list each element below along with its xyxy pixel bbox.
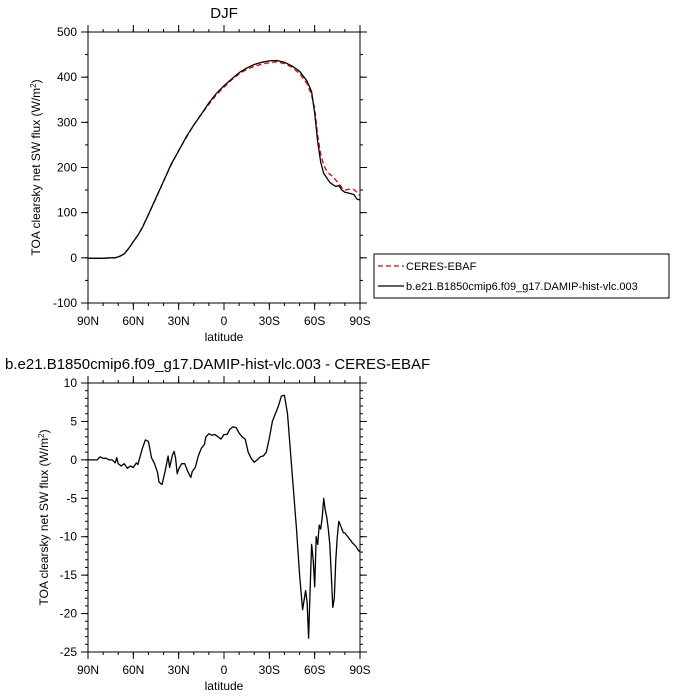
- x-tick-label: 90S: [349, 314, 370, 328]
- legend-entry: b.e21.B1850cmip6.f09_g17.DAMIP-hist-vlc.…: [406, 281, 638, 293]
- x-tick-label: 30N: [168, 314, 190, 328]
- x-tick-label: 90N: [77, 663, 99, 677]
- plot-frame: [87, 31, 361, 304]
- x-tick-label: 0: [221, 663, 228, 677]
- y-tick-label: 100: [57, 206, 77, 220]
- x-tick-label: 0: [221, 314, 228, 328]
- x-tick-label: 60S: [304, 314, 325, 328]
- x-axis-label: latitude: [205, 330, 244, 344]
- x-tick-label: 30N: [168, 663, 190, 677]
- x-tick-label: 30S: [259, 314, 280, 328]
- y-tick-label: 300: [57, 115, 77, 129]
- x-tick-label: 60N: [122, 314, 144, 328]
- y-tick-label: -20: [60, 607, 78, 621]
- series-line-2: [88, 59, 361, 259]
- y-tick-label: -15: [60, 568, 78, 582]
- y-tick-label: -5: [66, 491, 77, 505]
- plot-frame: [87, 382, 361, 653]
- x-tick-label: 30S: [259, 663, 280, 677]
- chart-djf: DJF 90N 60N 30N 0 30S 60S 90S -100 0 100 200 300 400 5…: [29, 5, 371, 344]
- x-tick-label: 60S: [304, 663, 325, 677]
- x-tick-label: 60N: [122, 663, 144, 677]
- x-axis-label: latitude: [205, 679, 244, 693]
- chart-legend: CERES-EBAF b.e21.B1850cmip6.f09_g17.DAMIP…: [373, 253, 670, 299]
- y-tick-label: 0: [70, 453, 77, 467]
- series-line-1: [88, 61, 361, 259]
- y-tick-label: 5: [70, 414, 77, 428]
- chart-difference: b.e21.B1850cmip6.f09_g17.DAMIP-hist-vlc.…: [5, 356, 430, 693]
- y-axis-label: TOA clearsky net SW flux (W/m2): [37, 429, 52, 605]
- y-tick-label: 10: [64, 376, 78, 390]
- series-line-1: [88, 394, 361, 639]
- chart-title: DJF: [210, 5, 238, 22]
- y-tick-label: 0: [70, 251, 77, 265]
- legend-box: [373, 253, 670, 299]
- y-tick-label: 500: [57, 25, 77, 39]
- y-tick-label: -100: [53, 296, 77, 310]
- x-tick-label: 90N: [77, 314, 99, 328]
- y-tick-label: -10: [60, 530, 78, 544]
- chart-title: b.e21.B1850cmip6.f09_g17.DAMIP-hist-vlc.…: [5, 356, 430, 373]
- legend-entry: CERES-EBAF: [406, 261, 477, 273]
- y-axis-label: TOA clearsky net SW flux (W/m2): [29, 79, 44, 255]
- y-tick-label: 400: [57, 70, 77, 84]
- x-tick-label: 90S: [349, 663, 370, 677]
- y-tick-label: 200: [57, 161, 77, 175]
- y-tick-label: -25: [60, 645, 78, 659]
